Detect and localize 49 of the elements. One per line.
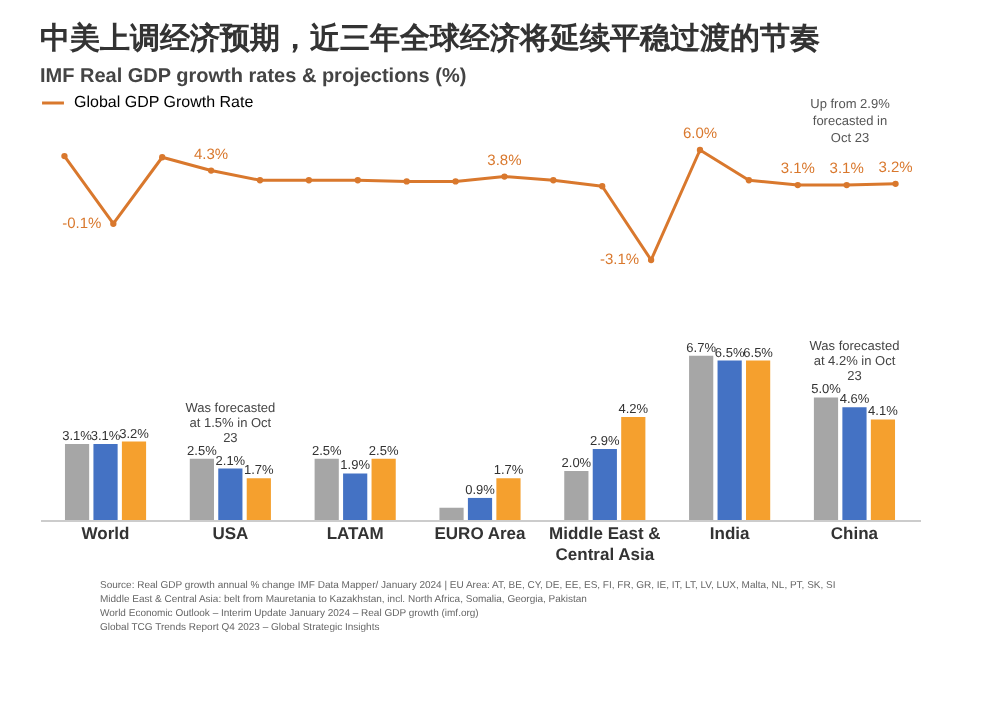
point [843, 181, 850, 189]
x-tick-label: USA [212, 523, 249, 543]
x-tick-label: World [81, 523, 130, 543]
bar [189, 458, 214, 520]
bar [93, 443, 118, 520]
bar [621, 417, 646, 520]
bar [746, 360, 771, 520]
point [550, 177, 557, 184]
point [647, 256, 655, 264]
bar [842, 407, 867, 520]
bar [439, 507, 464, 520]
chart-subtitle: IMF Real GDP growth rates & projections (%) [40, 66, 467, 88]
bar [64, 443, 90, 520]
x-tick-label: India [709, 523, 751, 543]
bar [343, 473, 368, 520]
point [354, 177, 361, 184]
bar [717, 360, 742, 520]
bar [371, 458, 396, 520]
legend-label: Global GDP Growth Rate [74, 93, 255, 111]
bar [121, 441, 147, 520]
point [403, 178, 410, 185]
bar [246, 478, 271, 520]
point [696, 146, 704, 154]
bar [467, 497, 493, 520]
point [256, 177, 264, 184]
point [207, 167, 215, 174]
bar [870, 419, 896, 520]
bar [496, 478, 521, 520]
point [305, 177, 313, 184]
bar [218, 468, 243, 520]
point [501, 173, 508, 180]
point [892, 180, 899, 187]
chart-title: 中美上调经济预期，近三年全球经济将延续平稳过渡的节奏 [40, 20, 820, 56]
x-tick-label: Middle East & Central Asia [549, 523, 661, 564]
point [61, 152, 68, 160]
point [794, 181, 801, 189]
point [452, 178, 459, 185]
point [745, 177, 753, 184]
bar [564, 470, 589, 520]
x-tick-label: EURO Area [434, 523, 527, 543]
x-tick-label: LATAM [326, 523, 384, 543]
point [159, 154, 166, 161]
bar [689, 355, 714, 520]
point [110, 220, 117, 227]
x-tick-label: China [830, 523, 879, 543]
point [599, 183, 606, 190]
bar [592, 448, 617, 520]
bar [813, 397, 839, 520]
bar [314, 458, 339, 520]
